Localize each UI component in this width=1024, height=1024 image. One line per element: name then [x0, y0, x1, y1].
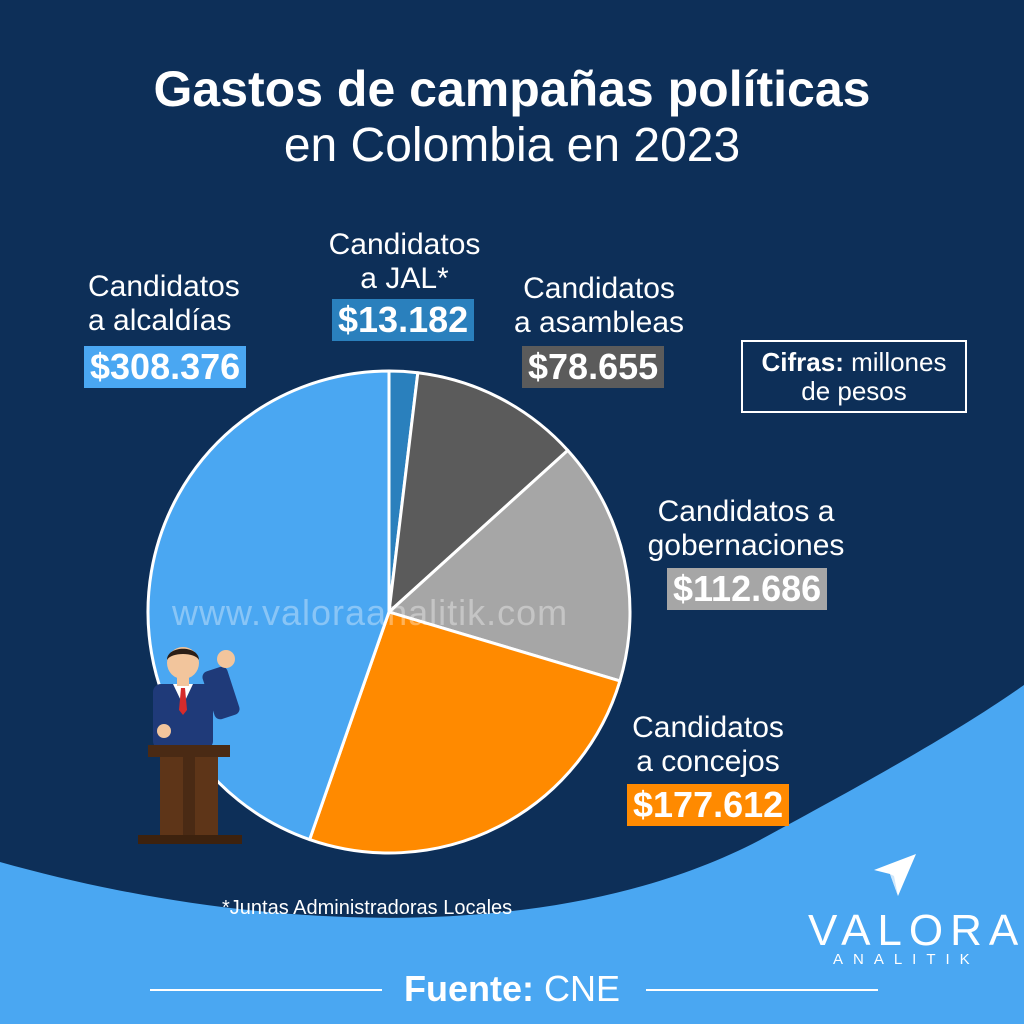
title-line-1: Gastos de campañas políticas [153, 61, 871, 117]
value-alcaldias: $308.376 [84, 346, 247, 388]
pie-slice-concejos [308, 610, 622, 855]
label-asambleas: Candidatos a asambleas [513, 272, 685, 339]
valora-logo-mark-icon [874, 854, 916, 896]
value-asambleas: $78.655 [522, 346, 665, 388]
label-gobernaciones: Candidatos a gobernaciones [647, 495, 845, 562]
pie-slice-gobernaciones [387, 448, 632, 683]
pie-slice-asambleas [387, 371, 570, 614]
label-concejos: Candidatos a concejos [632, 711, 784, 778]
label-alcaldias: Candidatos a alcaldías [88, 270, 240, 337]
unit-note: Cifras: millones de pesos [741, 340, 967, 413]
watermark: www.valoraanalitik.com [172, 592, 569, 633]
value-gobernaciones: $112.686 [667, 568, 828, 610]
logo-subtitle: ANALITIK [833, 951, 980, 968]
source-divider-right [646, 989, 878, 991]
footnote: *Juntas Administradoras Locales [222, 897, 513, 919]
value-concejos: $177.612 [627, 784, 790, 826]
source-credit: Fuente: CNE [403, 968, 621, 1009]
logo-wordmark: VALORA [808, 906, 1024, 955]
value-jal: $13.182 [332, 299, 475, 341]
label-jal: Candidatos a JAL* [328, 228, 481, 295]
title-line-2: en Colombia en 2023 [283, 119, 741, 172]
source-divider-left [150, 989, 382, 991]
politician-at-podium-icon [138, 647, 242, 844]
